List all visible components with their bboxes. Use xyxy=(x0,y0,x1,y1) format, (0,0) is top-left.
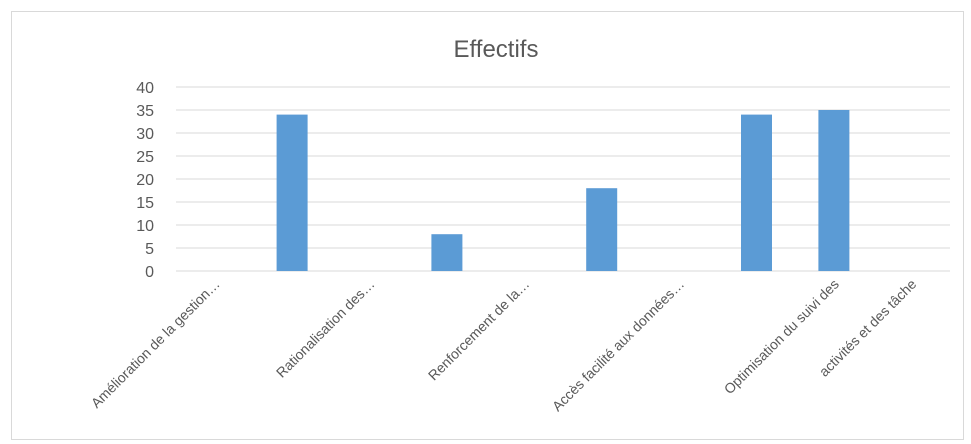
bar xyxy=(741,114,772,271)
chart-title: Effectifs xyxy=(454,36,539,63)
y-tick-label: 35 xyxy=(136,103,154,120)
category-label: Optimisation du suivi des xyxy=(721,276,842,397)
y-axis-tick-labels: 0 5 10 15 20 25 30 35 40 xyxy=(136,80,154,281)
x-axis-category-labels: Amélioration de la gestion… Rationalisati… xyxy=(88,276,920,415)
y-tick-label: 10 xyxy=(136,218,154,235)
y-tick-label: 25 xyxy=(136,149,154,166)
bar xyxy=(818,110,850,271)
category-label: Rationalisation des… xyxy=(273,276,378,381)
category-label: Renforcement de la… xyxy=(425,276,533,384)
category-label: Amélioration de la gestion… xyxy=(88,276,223,411)
y-tick-label: 15 xyxy=(136,195,154,212)
bar xyxy=(276,114,308,271)
y-tick-label: 30 xyxy=(136,126,154,143)
bar xyxy=(586,188,618,271)
y-tick-label: 40 xyxy=(136,80,154,97)
y-tick-label: 20 xyxy=(136,172,154,189)
bar xyxy=(431,234,463,271)
category-label: Accès facilité aux données… xyxy=(549,276,687,414)
y-tick-label: 0 xyxy=(145,264,154,281)
y-tick-label: 5 xyxy=(145,241,154,258)
bars xyxy=(276,110,850,271)
